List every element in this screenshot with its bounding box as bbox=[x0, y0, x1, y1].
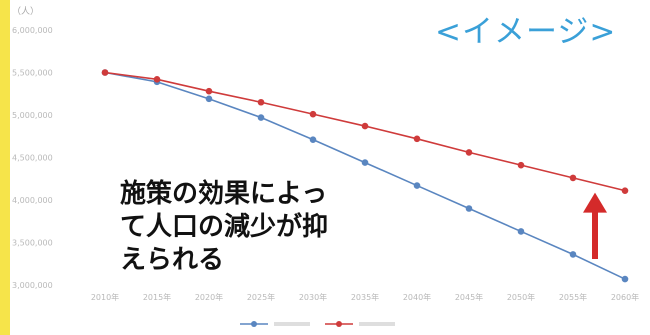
baseline-data-point bbox=[621, 275, 629, 283]
annotation-text: 施策の効果によっ て人口の減少が抑 えられる bbox=[120, 178, 390, 277]
y-tick-label: 5,000,000 bbox=[12, 111, 53, 120]
x-tick-label: 2050年 bbox=[507, 292, 535, 302]
policy-data-point bbox=[569, 174, 577, 182]
policy-data-point bbox=[621, 187, 629, 194]
x-tick-label: 2040年 bbox=[403, 292, 431, 302]
policy-data-point bbox=[257, 98, 265, 106]
y-tick-label: 5,500,000 bbox=[12, 69, 53, 78]
x-tick-label: 2020年 bbox=[195, 292, 223, 302]
x-tick-label: 2025年 bbox=[247, 292, 275, 302]
policy-data-point bbox=[517, 161, 525, 169]
y-tick-label: 4,000,000 bbox=[12, 196, 53, 205]
baseline-data-point bbox=[205, 95, 213, 103]
y-tick-label: 3,000,000 bbox=[12, 281, 53, 290]
policy-data-point bbox=[101, 69, 109, 76]
baseline-data-point bbox=[361, 159, 369, 166]
image-badge: <イメージ> bbox=[435, 14, 617, 50]
x-tick-label: 2010年 bbox=[91, 292, 119, 302]
y-tick-label: 6,000,000 bbox=[12, 26, 53, 35]
baseline-data-point bbox=[309, 136, 317, 143]
policy-data-point bbox=[361, 122, 369, 130]
policy-data-point bbox=[309, 110, 317, 118]
y-tick-label: 4,500,000 bbox=[12, 154, 53, 163]
baseline-data-point bbox=[413, 182, 421, 189]
chart-frame: （人） 6,000,000 5,500,000 5,000,000 4,500,000 4… bbox=[10, 0, 650, 335]
x-tick-label: 2060年 bbox=[611, 292, 639, 302]
annotation-line-3: えられる bbox=[120, 245, 225, 275]
policy-data-point bbox=[413, 135, 421, 143]
x-tick-label: 2030年 bbox=[299, 292, 327, 302]
x-tick-label: 2035年 bbox=[351, 292, 379, 302]
baseline-data-point bbox=[465, 205, 473, 212]
population-line-chart: （人） 6,000,000 5,500,000 5,000,000 4,500,000 4… bbox=[12, 6, 639, 327]
y-tick-label: 3,500,000 bbox=[12, 239, 53, 248]
baseline-data-point bbox=[257, 114, 265, 121]
x-tick-label: 2015年 bbox=[143, 292, 171, 302]
policy-data-point bbox=[153, 76, 161, 83]
policy-data-point bbox=[465, 149, 473, 156]
y-unit-label: （人） bbox=[12, 6, 39, 17]
legend-marker bbox=[336, 321, 342, 327]
policy-data-point bbox=[205, 87, 213, 95]
x-tick-label: 2055年 bbox=[559, 292, 587, 302]
x-tick-label: 2045年 bbox=[455, 292, 483, 302]
baseline-data-point bbox=[517, 228, 525, 235]
baseline-data-point bbox=[569, 251, 577, 258]
annotation-arrow-head bbox=[583, 192, 607, 213]
legend-label-placeholder bbox=[274, 322, 310, 326]
legend-marker bbox=[251, 321, 257, 327]
annotation-line-1: 施策の効果によっ bbox=[120, 179, 328, 209]
annotation-line-2: て人口の減少が抑 bbox=[120, 212, 329, 242]
legend-label-placeholder bbox=[359, 322, 395, 326]
